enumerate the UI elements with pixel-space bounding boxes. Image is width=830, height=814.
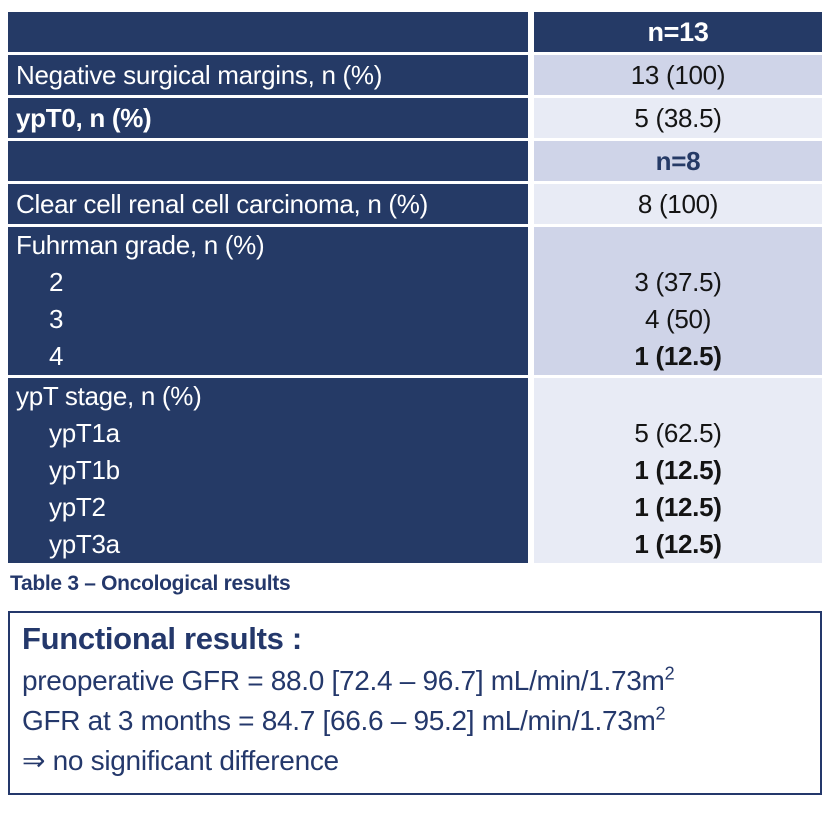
row-value: n=13 [647,16,709,47]
row-label [8,12,528,52]
functional-results-box: Functional results : preoperative GFR = … [8,611,822,795]
row-label-cell [8,141,528,181]
row-value: 5 (62.5) [634,418,722,448]
functional-results-line: GFR at 3 months = 84.7 [66.6 – 95.2] mL/… [22,703,666,736]
row-value: 5 (38.5) [634,103,722,133]
row-label-cell: Clear cell renal cell carcinoma, n (%) [8,184,528,224]
row-label [8,141,528,181]
row-value: 1 (12.5) [634,455,722,485]
row-label-cell: Negative surgical margins, n (%) [8,55,528,95]
table-row: Fuhrman grade, n (%) 2 3 4 3 (37.5) 4 (50) 1 (… [8,227,822,375]
functional-results-line: preoperative GFR = 88.0 [72.4 – 96.7] mL… [22,663,675,696]
row-value-cell: 5 (38.5) [534,98,822,138]
row-label: ypT2 [49,492,106,522]
table-row: Negative surgical margins, n (%) 13 (100) [8,55,822,95]
table-row: ypT0, n (%) 5 (38.5) [8,98,822,138]
row-label: ypT3a [49,529,120,559]
row-value-cell: n=13 [534,12,822,52]
row-value [534,378,822,415]
functional-results-title: Functional results : [22,621,302,656]
functional-results-line: ⇒ no significant difference [22,745,339,776]
functional-results-lines: preoperative GFR = 88.0 [72.4 – 96.7] mL… [22,661,808,781]
row-label: 4 [49,341,64,371]
table-row: n=13 [8,12,822,52]
row-value: 1 (12.5) [634,529,722,559]
row-value: 1 (12.5) [634,492,722,522]
row-label-cell [8,12,528,52]
row-value [534,227,822,264]
row-label: 2 [49,267,64,297]
row-label: ypT1b [49,455,120,485]
row-value: 3 (37.5) [634,267,722,297]
row-label-cell: ypT stage, n (%) ypT1a ypT1b ypT2 ypT3a [8,378,528,563]
row-label: ypT1a [49,418,120,448]
row-label: Fuhrman grade, n (%) [16,230,265,260]
oncological-results-table: n=13 Negative surgical margins, n (%) 13 (… [8,12,822,563]
row-label-cell: Fuhrman grade, n (%) 2 3 4 [8,227,528,375]
row-value: 1 (12.5) [634,341,722,371]
row-value-cell: 3 (37.5) 4 (50) 1 (12.5) [534,227,822,375]
row-value-cell: n=8 [534,141,822,181]
row-label: Negative surgical margins, n (%) [16,60,383,90]
row-label: Clear cell renal cell carcinoma, n (%) [16,189,428,219]
superscript: 2 [655,703,666,724]
row-value: 13 (100) [630,60,726,90]
row-value: n=8 [655,146,701,176]
row-value: 8 (100) [637,189,719,219]
row-label: 3 [49,304,64,334]
table-row: Clear cell renal cell carcinoma, n (%) 8 … [8,184,822,224]
superscript: 2 [664,663,675,684]
page: n=13 Negative surgical margins, n (%) 13 (… [8,12,822,795]
table-row: ypT stage, n (%) ypT1a ypT1b ypT2 ypT3a 5 (62… [8,378,822,563]
row-label: ypT0, n (%) [16,103,152,133]
row-value: 4 (50) [644,304,712,334]
row-label: ypT stage, n (%) [16,381,202,411]
row-value-cell: 8 (100) [534,184,822,224]
row-label-cell: ypT0, n (%) [8,98,528,138]
row-value-cell: 5 (62.5) 1 (12.5) 1 (12.5) 1 (12.5) [534,378,822,563]
table-caption: Table 3 – Oncological results [10,572,291,595]
row-value-cell: 13 (100) [534,55,822,95]
table-row: n=8 [8,141,822,181]
